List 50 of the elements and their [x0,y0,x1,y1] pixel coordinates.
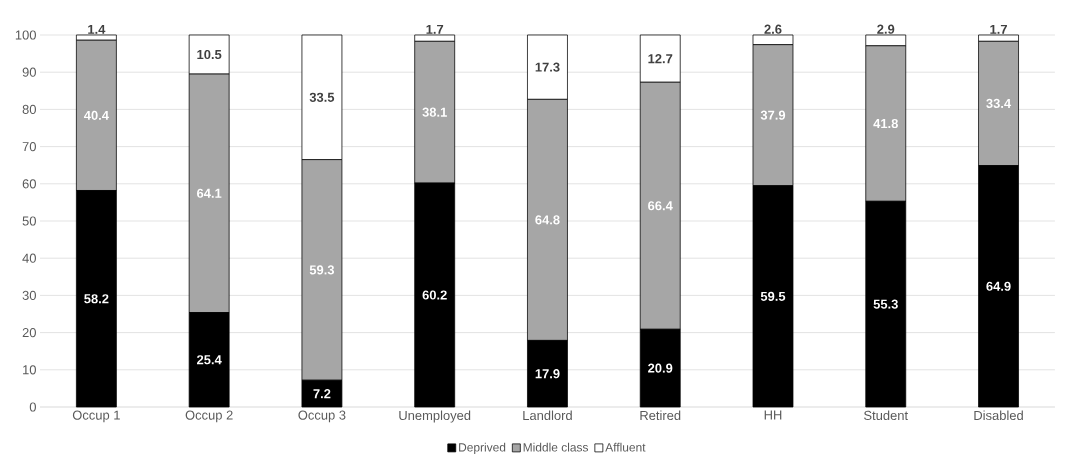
data-label: 1.7 [990,24,1007,34]
x-tick-label: Occup 2 [185,410,233,423]
data-label: 2.6 [764,24,782,34]
data-label: 12.7 [648,54,673,64]
data-label: 1.7 [426,24,444,34]
x-tick-label: Student [864,410,908,421]
y-tick-label: 10 [23,365,36,375]
y-tick-label: 20 [22,328,36,338]
data-label: 38.1 [422,107,447,117]
legend-label: Affluent [605,442,646,452]
y-tick-label: 30 [22,290,36,300]
data-label: 66.4 [648,201,673,211]
data-label: 64.8 [535,215,560,225]
y-tick-label: 90 [22,67,36,77]
data-label: 60.2 [422,290,447,300]
data-label: 37.9 [760,110,786,120]
x-tick-label: Retired [640,410,681,421]
legend-label: Middle class [523,442,589,452]
x-tick-label: Unemployed [399,410,471,423]
y-tick-label: 40 [22,253,36,263]
data-label: 10.5 [197,49,222,60]
y-tick-label: 70 [22,142,36,152]
x-tick-label: Disabled [974,410,1023,421]
data-label: 1.4 [88,24,106,34]
data-label: 59.5 [760,291,786,301]
legend-label: Deprived [459,442,506,454]
x-tick-label: Landlord [523,410,572,421]
data-label: 59.3 [309,265,335,275]
data-label: 33.5 [309,92,335,102]
x-tick-label: HH [764,410,782,420]
data-label: 64.9 [986,281,1011,291]
y-tick-label: 0 [29,402,36,412]
x-tick-label: Occup 1 [72,410,120,423]
data-label: 17.9 [535,369,560,379]
y-tick-label: 60 [22,179,36,189]
data-label: 25.4 [197,355,222,365]
data-label: 2.9 [877,24,895,34]
x-tick-label: Occup 3 [298,410,346,423]
data-label: 55.3 [873,299,898,309]
data-label: 58.2 [84,294,109,304]
y-tick-label: 80 [22,104,36,114]
y-tick-label: 100 [15,30,36,40]
data-label: 41.8 [873,118,898,129]
data-label: 40.4 [83,110,109,120]
data-label: 64.1 [197,188,222,198]
data-label: 20.9 [648,363,673,373]
data-label: 7.2 [313,389,331,399]
data-label: 33.4 [986,98,1012,109]
data-label: 17.3 [535,62,560,72]
y-tick-label: 50 [22,216,36,226]
